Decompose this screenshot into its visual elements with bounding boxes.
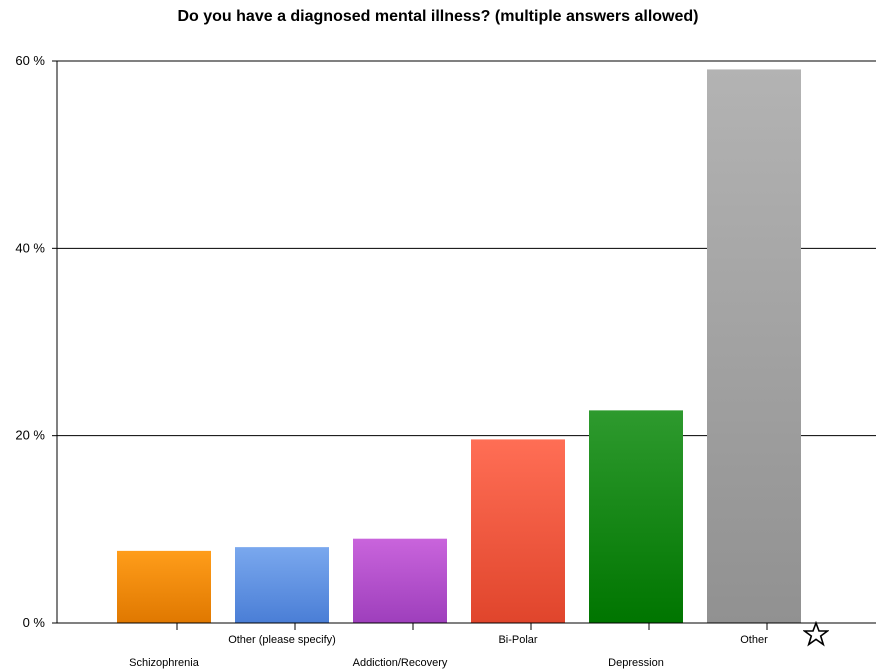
- bars: [117, 69, 801, 624]
- bar-addiction-recovery: [353, 538, 447, 623]
- x-tick-label: Other (please specify): [228, 634, 336, 646]
- x-tick-label: Addiction/Recovery: [353, 657, 448, 669]
- bar-schizophrenia: [117, 550, 211, 623]
- x-tick-label: Other: [740, 634, 768, 646]
- x-tick-label: Depression: [608, 657, 664, 669]
- x-tick-label: Schizophrenia: [129, 657, 200, 669]
- x-tick-label: Bi-Polar: [498, 634, 537, 646]
- star-icon[interactable]: [803, 621, 829, 647]
- bar-other: [707, 69, 801, 624]
- y-tick-label: 60 %: [15, 53, 45, 68]
- axes: [52, 60, 876, 630]
- chart-title: Do you have a diagnosed mental illness? …: [177, 8, 699, 25]
- bar-depression: [589, 410, 683, 623]
- y-tick-label: 0 %: [23, 615, 46, 630]
- tick-labels: 0 % 20 % 40 % 60 % Schizophrenia Other (pleas…: [15, 53, 768, 669]
- bar-other-please-specify: [235, 547, 329, 623]
- y-tick-label: 20 %: [15, 428, 45, 443]
- y-tick-label: 40 %: [15, 240, 45, 255]
- bar-bi-polar: [471, 439, 565, 623]
